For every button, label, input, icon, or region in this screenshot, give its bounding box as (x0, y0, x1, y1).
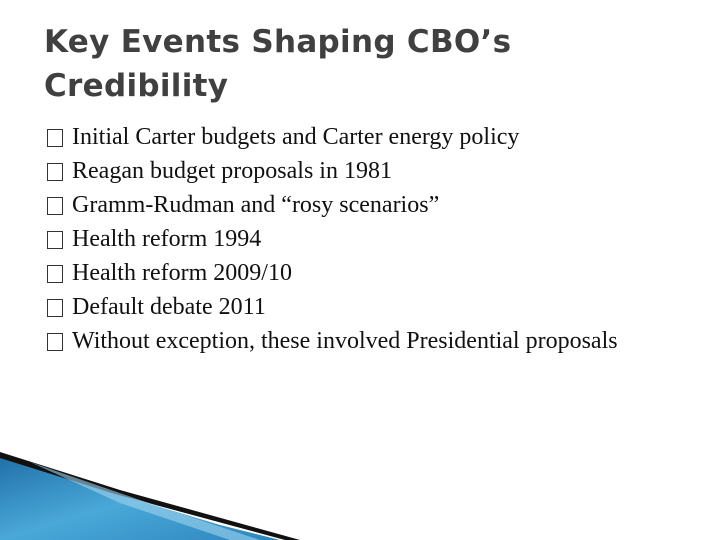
bullet: Health reform 1994 (44, 222, 624, 256)
bullet: Health reform 2009/10 (44, 256, 624, 290)
bullet: Initial Carter budgets and Carter energy… (44, 120, 624, 154)
swoosh (0, 455, 280, 540)
bullet: Gramm-Rudman and “rosy scenarios” (44, 188, 624, 222)
bullet: Without exception, these involved Presid… (44, 324, 624, 358)
slide-title: Key Events Shaping CBO’s Credibility (44, 24, 512, 104)
bullet: Default debate 2011 (44, 290, 624, 324)
bullet: Reagan budget proposals in 1981 (44, 154, 624, 188)
bullet-list: Initial Carter budgets and Carter energy… (44, 120, 624, 358)
